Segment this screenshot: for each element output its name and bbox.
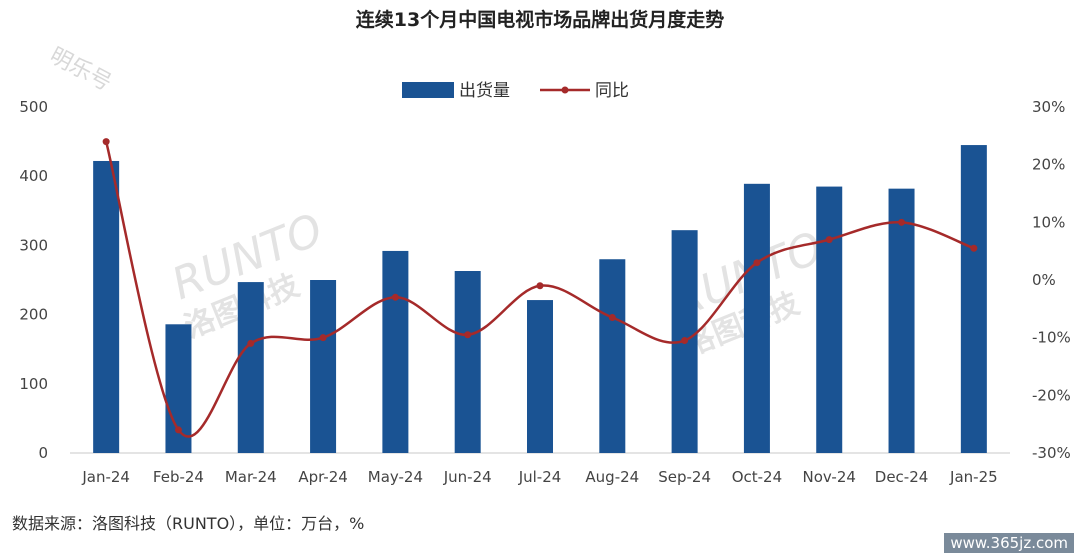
line-point [825,236,833,244]
x-tick-label: Apr-24 [298,468,348,486]
y-axis-left: 0 100 200 300 400 500 [19,98,48,462]
bar [93,160,120,453]
bar [743,183,770,453]
line-point [391,293,399,301]
x-tick-label: Feb-24 [153,468,204,486]
x-tick-label: Jan-24 [81,468,130,486]
bar [454,271,481,453]
bar [310,280,337,453]
line-point [753,259,761,267]
x-tick-label: Mar-24 [225,468,277,486]
y-left-tick-label: 0 [38,444,48,462]
legend: 出货量 同比 [402,81,629,101]
source-note: 数据来源：洛图科技（RUNTO），单位：万台，% [12,514,365,533]
legend-label-line: 同比 [595,81,629,101]
x-tick-label: Jun-24 [443,468,492,486]
x-tick-label: Jul-24 [518,468,562,486]
bar [599,259,626,453]
y-right-tick-label: -30% [1032,444,1071,462]
y-right-tick-label: 10% [1032,213,1065,231]
y-right-tick-label: 30% [1032,98,1065,116]
x-tick-label: Oct-24 [732,468,782,486]
y-right-tick-label: 0% [1032,271,1056,289]
chart-title: 连续13个月中国电视市场品牌出货月度走势 [356,8,724,31]
x-tick-label: Aug-24 [585,468,639,486]
watermark-site: www.365jz.com [944,533,1074,553]
y-left-tick-label: 100 [19,375,48,393]
line-series [102,138,978,438]
yoy-line [104,141,975,438]
line-point [247,339,255,347]
y-left-tick-label: 500 [19,98,48,116]
line-point [174,426,182,434]
line-point [464,331,472,339]
brand-watermark: RUNTO洛图科技RUNTO洛图科技 [165,204,830,363]
x-tick-label: Jan-25 [949,468,998,486]
x-axis: Jan-24 Feb-24 Mar-24 Apr-24 May-24 Jun-24 Jul-… [70,452,1010,486]
bar [237,282,264,453]
legend-swatch-bar [402,82,454,98]
y-left-tick-label: 200 [19,306,48,324]
bar [527,300,553,453]
bar [165,324,192,453]
line-point [102,138,110,146]
x-tick-label: Dec-24 [875,468,929,486]
y-right-tick-label: -20% [1032,386,1071,404]
legend-label-bar: 出货量 [459,81,510,101]
y-left-tick-label: 300 [19,236,48,254]
chart: 连续13个月中国电视市场品牌出货月度走势 RUNTO洛图科技RUNTO洛图科技 … [19,8,1071,486]
x-tick-label: Nov-24 [803,468,856,486]
line-point [319,334,327,342]
bar [888,188,915,453]
line-point [608,313,616,321]
y-axis-right: -30% -20% -10% 0% 10% 20% 30% [1032,98,1071,462]
bar [816,186,843,453]
bar [382,250,409,453]
x-tick-label: May-24 [368,468,423,486]
line-point [536,282,544,290]
y-right-tick-label: 20% [1032,156,1065,174]
legend-marker-line [561,86,569,94]
line-point [681,337,689,345]
x-tick-label: Sep-24 [658,468,711,486]
bar [960,145,987,453]
line-point [970,244,978,252]
y-left-tick-label: 400 [19,167,48,185]
y-right-tick-label: -10% [1032,329,1071,347]
bar-series [93,145,987,453]
line-point [898,218,906,226]
